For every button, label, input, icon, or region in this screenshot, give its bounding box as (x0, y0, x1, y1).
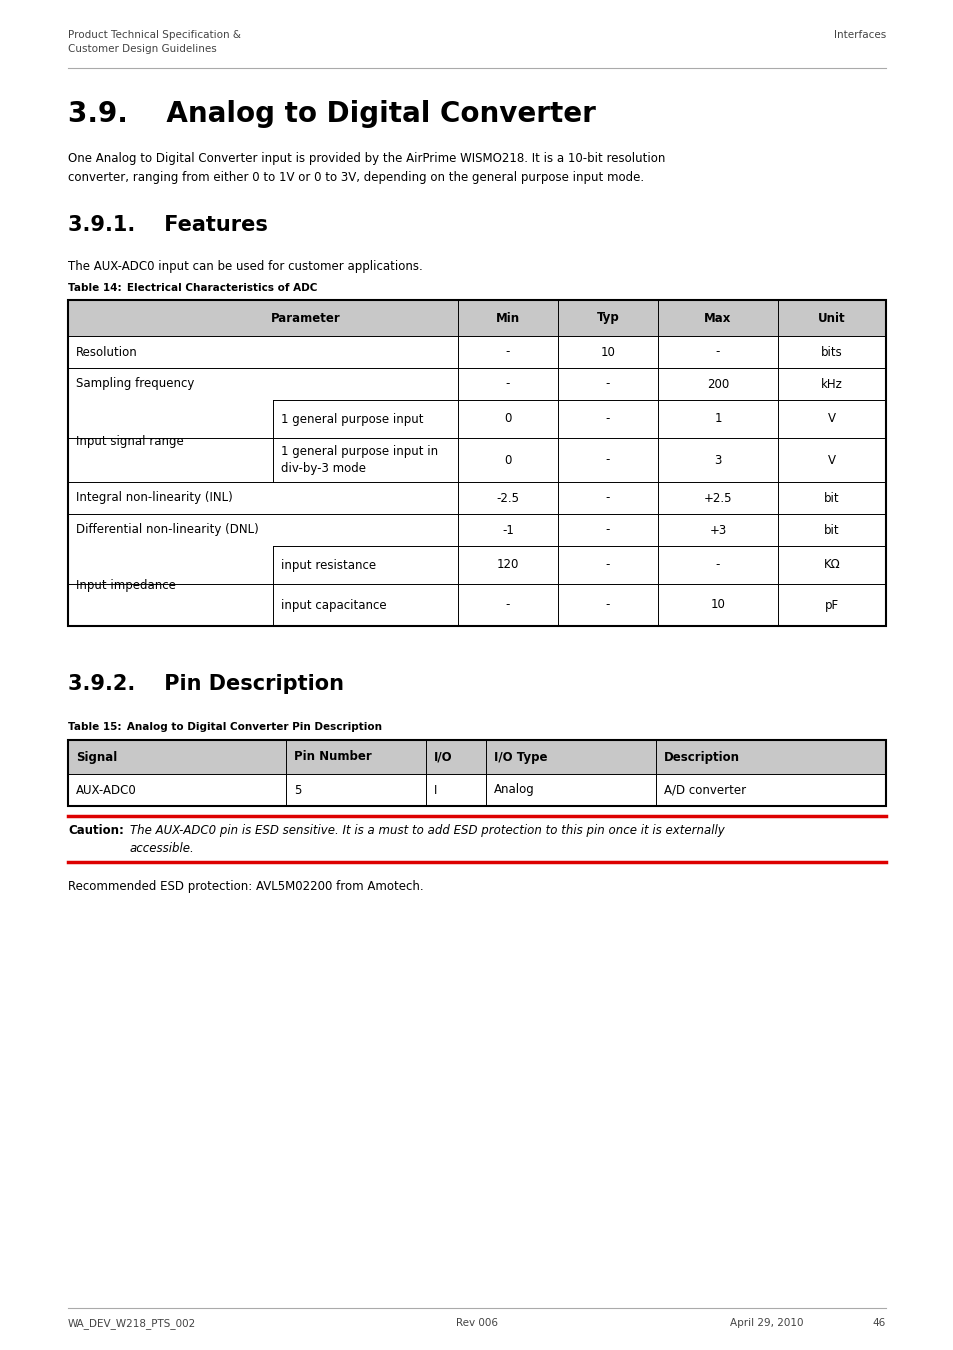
Bar (68, 514, 885, 545)
Text: bit: bit (823, 491, 839, 505)
Text: 1 general purpose input: 1 general purpose input (281, 413, 423, 425)
Text: 3.9.    Analog to Digital Converter: 3.9. Analog to Digital Converter (68, 100, 596, 128)
Text: Analog: Analog (494, 783, 535, 796)
Text: One Analog to Digital Converter input is provided by the AirPrime WISMO218. It i: One Analog to Digital Converter input is… (68, 153, 664, 184)
Text: Differential non-linearity (DNL): Differential non-linearity (DNL) (76, 524, 258, 536)
Bar (68, 740, 885, 774)
Text: 1: 1 (714, 413, 721, 425)
Text: -: - (715, 346, 720, 359)
Text: 1 general purpose input in
div-by-3 mode: 1 general purpose input in div-by-3 mode (281, 446, 437, 475)
Text: 3.9.2.    Pin Description: 3.9.2. Pin Description (68, 674, 344, 694)
Text: Sampling frequency: Sampling frequency (76, 378, 194, 390)
Text: Caution:: Caution: (68, 824, 124, 837)
Text: -: - (605, 524, 610, 536)
Text: Typ: Typ (596, 312, 618, 324)
Text: I/O Type: I/O Type (494, 751, 547, 764)
Text: -: - (605, 454, 610, 467)
Text: Pin Number: Pin Number (294, 751, 372, 764)
Text: 5: 5 (294, 783, 301, 796)
Text: bits: bits (821, 346, 842, 359)
Bar (68, 336, 885, 369)
Bar (68, 482, 885, 514)
Text: April 29, 2010: April 29, 2010 (729, 1318, 802, 1328)
Text: -: - (605, 378, 610, 390)
Text: -: - (605, 413, 610, 425)
Text: +2.5: +2.5 (703, 491, 732, 505)
Bar (68, 437, 885, 482)
Text: -: - (605, 491, 610, 505)
Text: pF: pF (824, 598, 839, 612)
Text: V: V (827, 454, 835, 467)
Text: Table 14:: Table 14: (68, 284, 121, 293)
Bar (68, 300, 885, 626)
Text: -: - (605, 598, 610, 612)
Text: Resolution: Resolution (76, 346, 137, 359)
Text: Description: Description (663, 751, 740, 764)
Text: input resistance: input resistance (281, 559, 375, 571)
Text: Recommended ESD protection: AVL5M02200 from Amotech.: Recommended ESD protection: AVL5M02200 f… (68, 880, 423, 892)
Bar (68, 400, 885, 437)
Text: Rev 006: Rev 006 (456, 1318, 497, 1328)
Text: Unit: Unit (818, 312, 845, 324)
Text: V: V (827, 413, 835, 425)
Text: A/D converter: A/D converter (663, 783, 745, 796)
Text: Integral non-linearity (INL): Integral non-linearity (INL) (76, 491, 233, 505)
Text: 0: 0 (504, 454, 511, 467)
Text: I: I (434, 783, 436, 796)
Text: +3: +3 (709, 524, 726, 536)
Text: The AUX-ADC0 pin is ESD sensitive. It is a must to add ESD protection to this pi: The AUX-ADC0 pin is ESD sensitive. It is… (130, 824, 724, 855)
Text: Min: Min (496, 312, 519, 324)
Text: 3: 3 (714, 454, 720, 467)
Text: Max: Max (703, 312, 731, 324)
Text: 3.9.1.    Features: 3.9.1. Features (68, 215, 268, 235)
Text: KΩ: KΩ (822, 559, 840, 571)
Text: -: - (715, 559, 720, 571)
Text: Analog to Digital Converter Pin Description: Analog to Digital Converter Pin Descript… (116, 722, 381, 732)
Text: 200: 200 (706, 378, 728, 390)
Text: Table 15:: Table 15: (68, 722, 121, 732)
Text: The AUX-ADC0 input can be used for customer applications.: The AUX-ADC0 input can be used for custo… (68, 261, 422, 273)
Bar (68, 369, 885, 400)
Text: 10: 10 (710, 598, 724, 612)
Text: 120: 120 (497, 559, 518, 571)
Text: -: - (505, 378, 510, 390)
Text: Input impedance: Input impedance (76, 579, 175, 593)
Text: -1: -1 (501, 524, 514, 536)
Text: kHz: kHz (821, 378, 842, 390)
Bar (68, 774, 885, 806)
Text: -: - (505, 598, 510, 612)
Bar (68, 300, 885, 336)
Text: AUX-ADC0: AUX-ADC0 (76, 783, 136, 796)
Text: WA_DEV_W218_PTS_002: WA_DEV_W218_PTS_002 (68, 1318, 196, 1328)
Bar (68, 740, 885, 806)
Text: 10: 10 (600, 346, 615, 359)
Text: -: - (505, 346, 510, 359)
Bar (68, 545, 885, 585)
Text: -2.5: -2.5 (496, 491, 519, 505)
Text: Interfaces: Interfaces (833, 30, 885, 40)
Text: Input signal range: Input signal range (76, 435, 184, 447)
Text: -: - (605, 559, 610, 571)
Text: bit: bit (823, 524, 839, 536)
Bar (68, 585, 885, 626)
Text: 0: 0 (504, 413, 511, 425)
Text: Parameter: Parameter (271, 312, 340, 324)
Text: I/O: I/O (434, 751, 452, 764)
Text: Signal: Signal (76, 751, 117, 764)
Text: Product Technical Specification &
Customer Design Guidelines: Product Technical Specification & Custom… (68, 30, 241, 54)
Text: Electrical Characteristics of ADC: Electrical Characteristics of ADC (116, 284, 317, 293)
Text: 46: 46 (872, 1318, 885, 1328)
Text: input capacitance: input capacitance (281, 598, 386, 612)
